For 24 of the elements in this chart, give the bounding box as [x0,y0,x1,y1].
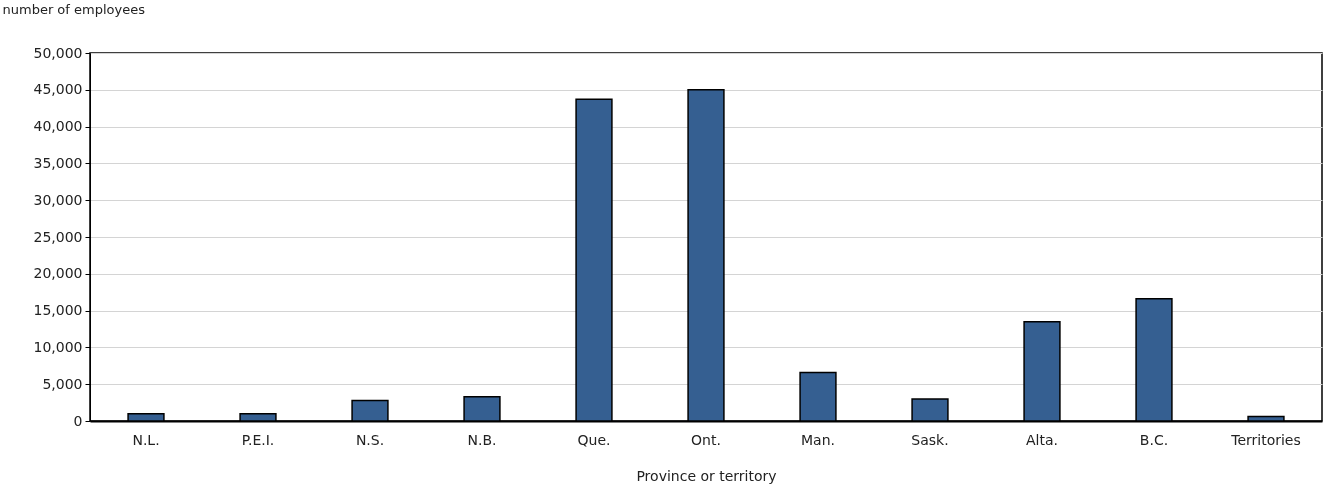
x-axis-title: Province or territory [636,467,777,484]
y-tick-label: 30,000 [33,191,83,208]
y-tick-label: 35,000 [33,154,83,171]
x-tick-label: Sask. [911,431,949,448]
y-tick-label: 25,000 [33,228,83,245]
x-tick-label: N.B. [467,431,497,448]
y-tick-label: 50,000 [33,44,83,61]
y-tick-label: 10,000 [33,338,83,355]
y-tick-label: 15,000 [33,302,83,319]
x-tick-label: Alta. [1026,431,1058,448]
x-tick-label: Territories [1230,431,1301,448]
y-tick-label: 5,000 [42,375,83,392]
x-tick-label: Que. [577,431,611,448]
y-tick-label: 40,000 [33,118,83,135]
x-tick-label: N.S. [355,431,385,448]
x-tick-label: Ont. [691,431,721,448]
y-axis-title: number of employees [2,1,146,17]
x-tick-label: B.C. [1139,431,1169,448]
x-tick-label: P.E.I. [241,431,275,448]
y-tick-label: 20,000 [33,265,83,282]
x-tick-label: N.L. [132,431,160,448]
y-tick-label: 45,000 [33,81,83,98]
y-tick-label: 0 [73,412,83,429]
x-tick-label: Man. [801,431,835,448]
